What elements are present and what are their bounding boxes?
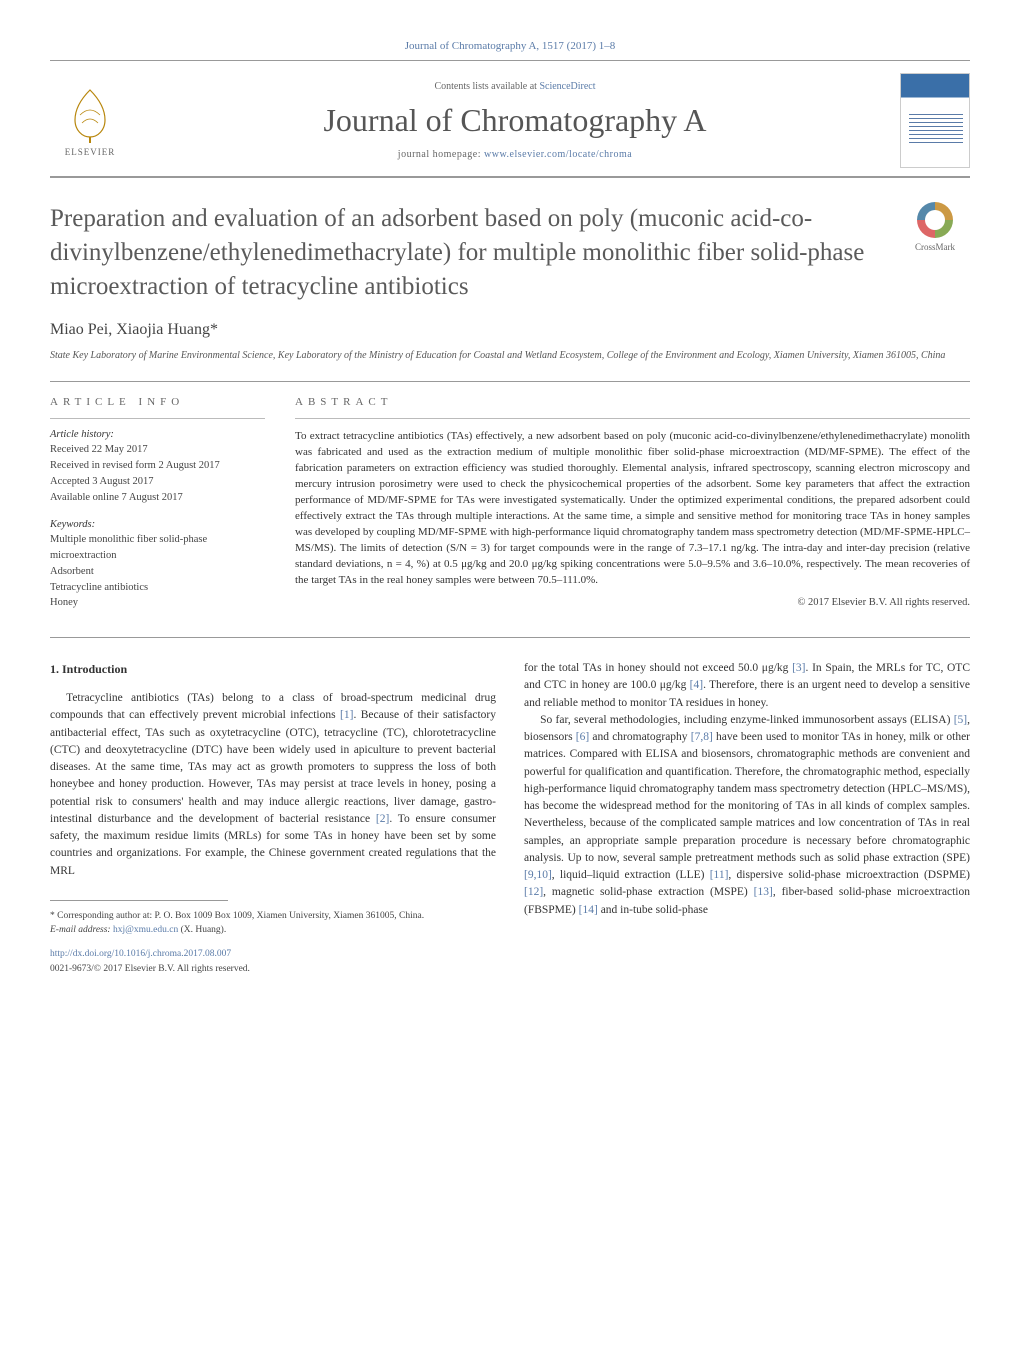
elsevier-name: ELSEVIER <box>65 147 116 157</box>
article-title: Preparation and evaluation of an adsorbe… <box>50 202 880 303</box>
ref-link[interactable]: [4] <box>690 679 703 691</box>
doi-link[interactable]: http://dx.doi.org/10.1016/j.chroma.2017.… <box>50 949 231 959</box>
email-label: E-mail address: <box>50 925 113 935</box>
intro-para-2: for the total TAs in honey should not ex… <box>524 660 970 712</box>
contents-prefix: Contents lists available at <box>434 81 539 92</box>
history-line: Received 22 May 2017 <box>50 442 265 458</box>
text: and chromatography <box>589 731 691 743</box>
abstract-copyright: © 2017 Elsevier B.V. All rights reserved… <box>295 597 970 608</box>
elsevier-logo: ELSEVIER <box>50 76 130 166</box>
header-center: Contents lists available at ScienceDirec… <box>130 81 900 160</box>
info-sub-rule <box>50 418 265 419</box>
ref-link[interactable]: [9,10] <box>524 869 552 881</box>
sciencedirect-link[interactable]: ScienceDirect <box>539 81 595 92</box>
ref-link[interactable]: [5] <box>954 714 967 726</box>
article-info-column: ARTICLE INFO Article history: Received 2… <box>50 396 265 611</box>
ref-link[interactable]: [12] <box>524 886 543 898</box>
keyword: Tetracycline antibiotics <box>50 580 265 596</box>
history-line: Accepted 3 August 2017 <box>50 474 265 490</box>
elsevier-tree-icon <box>60 85 120 145</box>
keywords-label: Keywords: <box>50 519 265 530</box>
body-column-left: 1. Introduction Tetracycline antibiotics… <box>50 660 496 976</box>
text: So far, several methodologies, including… <box>540 714 954 726</box>
ref-link[interactable]: [1] <box>340 709 353 721</box>
section-rule <box>50 381 970 382</box>
body-column-right: for the total TAs in honey should not ex… <box>524 660 970 976</box>
article-info-heading: ARTICLE INFO <box>50 396 265 408</box>
text: , liquid–liquid extraction (LLE) <box>552 869 710 881</box>
article-info-abstract-row: ARTICLE INFO Article history: Received 2… <box>50 396 970 611</box>
journal-homepage: journal homepage: www.elsevier.com/locat… <box>150 149 880 160</box>
crossmark-label: CrossMark <box>915 242 955 252</box>
email-suffix: (X. Huang). <box>178 925 226 935</box>
keyword: Adsorbent <box>50 564 265 580</box>
keyword: Multiple monolithic fiber solid-phase mi… <box>50 532 265 564</box>
intro-para-3: So far, several methodologies, including… <box>524 712 970 919</box>
homepage-link[interactable]: www.elsevier.com/locate/chroma <box>484 149 632 160</box>
text: , magnetic solid-phase extraction (MSPE) <box>543 886 753 898</box>
text: , dispersive solid-phase microextraction… <box>728 869 970 881</box>
email-link[interactable]: hxj@xmu.edu.cn <box>113 925 178 935</box>
text: and in-tube solid-phase <box>598 904 708 916</box>
abstract-text: To extract tetracycline antibiotics (TAs… <box>295 429 970 588</box>
ref-link[interactable]: [14] <box>579 904 598 916</box>
issn-line: 0021-9673/© 2017 Elsevier B.V. All right… <box>50 962 496 976</box>
ref-link[interactable]: [7,8] <box>691 731 713 743</box>
corresponding-author: * Corresponding author at: P. O. Box 100… <box>50 909 496 923</box>
journal-cover-thumbnail <box>900 73 970 168</box>
history-line: Available online 7 August 2017 <box>50 490 265 506</box>
ref-link[interactable]: [11] <box>710 869 729 881</box>
footnote-rule <box>50 900 228 901</box>
header-rule-top <box>50 60 970 61</box>
abstract-column: ABSTRACT To extract tetracycline antibio… <box>295 396 970 611</box>
abstract-sub-rule <box>295 418 970 419</box>
header-bar: ELSEVIER Contents lists available at Sci… <box>50 65 970 178</box>
history-line: Received in revised form 2 August 2017 <box>50 458 265 474</box>
intro-heading: 1. Introduction <box>50 660 496 678</box>
journal-masthead: Journal of Chromatography A <box>150 102 880 139</box>
abstract-heading: ABSTRACT <box>295 396 970 408</box>
text: have been used to monitor TAs in honey, … <box>524 731 970 864</box>
title-row: Preparation and evaluation of an adsorbe… <box>50 202 970 303</box>
ref-link[interactable]: [2] <box>376 813 389 825</box>
ref-link[interactable]: [13] <box>754 886 773 898</box>
doi-line: http://dx.doi.org/10.1016/j.chroma.2017.… <box>50 947 496 961</box>
body-two-column: 1. Introduction Tetracycline antibiotics… <box>50 660 970 976</box>
ref-link[interactable]: [6] <box>576 731 589 743</box>
email-line: E-mail address: hxj@xmu.edu.cn (X. Huang… <box>50 923 496 937</box>
crossmark-icon <box>917 202 953 238</box>
crossmark-badge[interactable]: CrossMark <box>900 202 970 252</box>
affiliation: State Key Laboratory of Marine Environme… <box>50 349 970 363</box>
intro-para-1: Tetracycline antibiotics (TAs) belong to… <box>50 690 496 880</box>
homepage-prefix: journal homepage: <box>398 149 484 160</box>
ref-link[interactable]: [3] <box>792 662 805 674</box>
text: for the total TAs in honey should not ex… <box>524 662 792 674</box>
history-label: Article history: <box>50 429 265 440</box>
authors: Miao Pei, Xiaojia Huang* <box>50 321 970 339</box>
text: . Because of their satisfactory antibact… <box>50 709 496 825</box>
contents-line: Contents lists available at ScienceDirec… <box>150 81 880 92</box>
body-divider <box>50 637 970 638</box>
header-citation: Journal of Chromatography A, 1517 (2017)… <box>50 40 970 52</box>
keyword: Honey <box>50 595 265 611</box>
